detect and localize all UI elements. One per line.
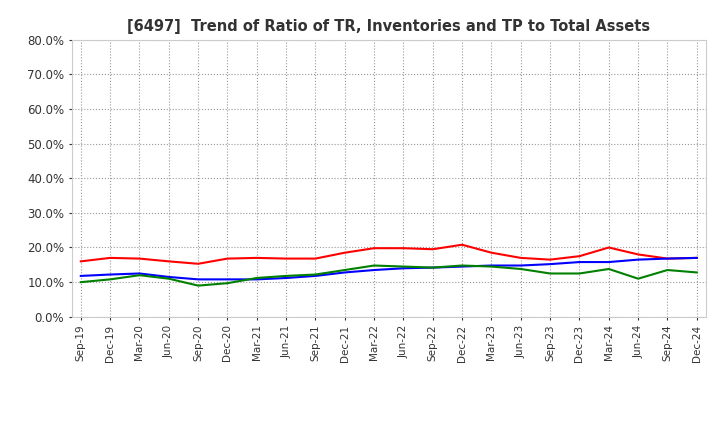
Trade Payables: [516, 266, 525, 271]
Trade Payables: [693, 270, 701, 275]
Trade Receivables: [458, 242, 467, 247]
Trade Payables: [194, 283, 202, 288]
Inventories: [106, 272, 114, 277]
Trade Receivables: [311, 256, 320, 261]
Inventories: [223, 277, 232, 282]
Inventories: [135, 271, 144, 276]
Trade Receivables: [428, 246, 437, 252]
Trade Payables: [135, 272, 144, 278]
Inventories: [546, 261, 554, 267]
Trade Payables: [106, 277, 114, 282]
Trade Receivables: [194, 261, 202, 267]
Trade Payables: [428, 265, 437, 270]
Trade Payables: [282, 273, 290, 279]
Trade Payables: [605, 266, 613, 271]
Line: Trade Receivables: Trade Receivables: [81, 245, 697, 264]
Inventories: [341, 270, 349, 275]
Trade Payables: [76, 279, 85, 285]
Trade Receivables: [399, 246, 408, 251]
Inventories: [458, 264, 467, 269]
Inventories: [253, 277, 261, 282]
Trade Receivables: [370, 246, 379, 251]
Trade Receivables: [106, 255, 114, 260]
Title: [6497]  Trend of Ratio of TR, Inventories and TP to Total Assets: [6497] Trend of Ratio of TR, Inventories…: [127, 19, 650, 34]
Trade Receivables: [223, 256, 232, 261]
Trade Payables: [164, 276, 173, 281]
Trade Payables: [575, 271, 584, 276]
Inventories: [76, 273, 85, 279]
Inventories: [282, 275, 290, 281]
Trade Receivables: [516, 255, 525, 260]
Line: Trade Payables: Trade Payables: [81, 265, 697, 286]
Inventories: [663, 256, 672, 261]
Inventories: [194, 277, 202, 282]
Trade Payables: [546, 271, 554, 276]
Inventories: [399, 266, 408, 271]
Trade Payables: [311, 272, 320, 277]
Trade Payables: [663, 268, 672, 273]
Trade Payables: [399, 264, 408, 269]
Trade Receivables: [575, 253, 584, 259]
Trade Payables: [341, 268, 349, 273]
Line: Inventories: Inventories: [81, 258, 697, 279]
Inventories: [428, 265, 437, 270]
Inventories: [634, 257, 642, 262]
Inventories: [693, 255, 701, 260]
Trade Receivables: [634, 252, 642, 257]
Trade Receivables: [253, 255, 261, 260]
Trade Payables: [487, 264, 496, 269]
Inventories: [370, 268, 379, 273]
Trade Receivables: [546, 257, 554, 262]
Trade Payables: [370, 263, 379, 268]
Trade Receivables: [341, 250, 349, 255]
Trade Payables: [458, 263, 467, 268]
Trade Receivables: [135, 256, 144, 261]
Trade Payables: [223, 281, 232, 286]
Trade Receivables: [693, 255, 701, 260]
Inventories: [516, 263, 525, 268]
Trade Payables: [634, 276, 642, 281]
Trade Receivables: [605, 245, 613, 250]
Inventories: [605, 260, 613, 265]
Trade Receivables: [487, 250, 496, 255]
Trade Receivables: [282, 256, 290, 261]
Trade Receivables: [76, 259, 85, 264]
Inventories: [164, 274, 173, 279]
Inventories: [311, 273, 320, 279]
Inventories: [487, 263, 496, 268]
Inventories: [575, 260, 584, 265]
Trade Payables: [253, 275, 261, 281]
Trade Receivables: [164, 259, 173, 264]
Trade Receivables: [663, 256, 672, 261]
